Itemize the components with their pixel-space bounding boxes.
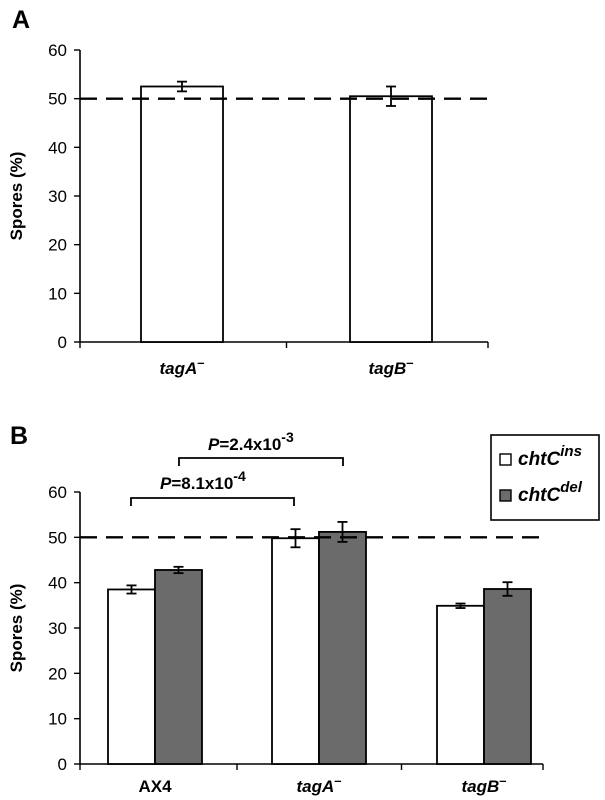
panel-b-significance-bracket <box>130 497 295 506</box>
panel-b-category-label: tagA– <box>296 773 341 796</box>
panel-b-category-label: tagB– <box>461 773 506 796</box>
panel-b-significance-bracket <box>178 457 344 466</box>
panel-a-y-tick-label: 30 <box>48 187 67 206</box>
panel-a-y-tick-label: 40 <box>48 138 67 157</box>
panel-b-bar <box>107 588 156 765</box>
panel-b-y-tick-label: 10 <box>48 710 67 729</box>
panel-a-bar <box>140 85 224 343</box>
panel-a-bar <box>349 95 433 343</box>
panel-b-y-tick-label: 50 <box>48 528 67 547</box>
panel-b-bar <box>154 569 203 765</box>
panel-a-y-tick-label: 50 <box>48 90 67 109</box>
panel-b-bar <box>271 537 320 765</box>
panel-b-category-label: AX4 <box>138 777 172 796</box>
panel-a-y-tick-label: 60 <box>48 41 67 60</box>
panel-b-y-tick-label: 20 <box>48 664 67 683</box>
panel-b-y-tick-label: 30 <box>48 619 67 638</box>
legend-box <box>490 434 600 521</box>
legend-swatch-ins <box>499 453 512 466</box>
legend-label-del: chtCdel <box>518 479 583 506</box>
panel-a-category-label: tagB– <box>368 355 413 378</box>
panel-b-legend: chtCins chtCdel <box>490 434 600 521</box>
panel-b-y-tick-label: 40 <box>48 574 67 593</box>
panel-a-y-tick-label: 0 <box>58 333 67 352</box>
panel-b-bar <box>436 604 485 765</box>
panel-b-p-value: P=2.4x10-3 <box>208 429 294 454</box>
panel-b-label: B <box>10 422 28 450</box>
panel-a-category-label: tagA– <box>159 355 204 378</box>
panel-b-y-tick-label: 0 <box>58 755 67 774</box>
panel-a-y-axis-label: Spores (%) <box>7 152 26 241</box>
panel-b-bar <box>318 530 367 765</box>
legend-label-ins: chtCins <box>518 443 582 470</box>
panel-b-bar <box>483 588 532 765</box>
panel-a-label: A <box>12 6 30 34</box>
legend-swatch-del <box>499 489 512 502</box>
panel-a-y-tick-label: 10 <box>48 284 67 303</box>
panel-b-p-value: P=8.1x10-4 <box>160 468 246 493</box>
panel-b-y-tick-label: 60 <box>48 483 67 502</box>
panel-b-y-axis-label: Spores (%) <box>7 584 26 673</box>
panel-a-y-tick-label: 20 <box>48 236 67 255</box>
